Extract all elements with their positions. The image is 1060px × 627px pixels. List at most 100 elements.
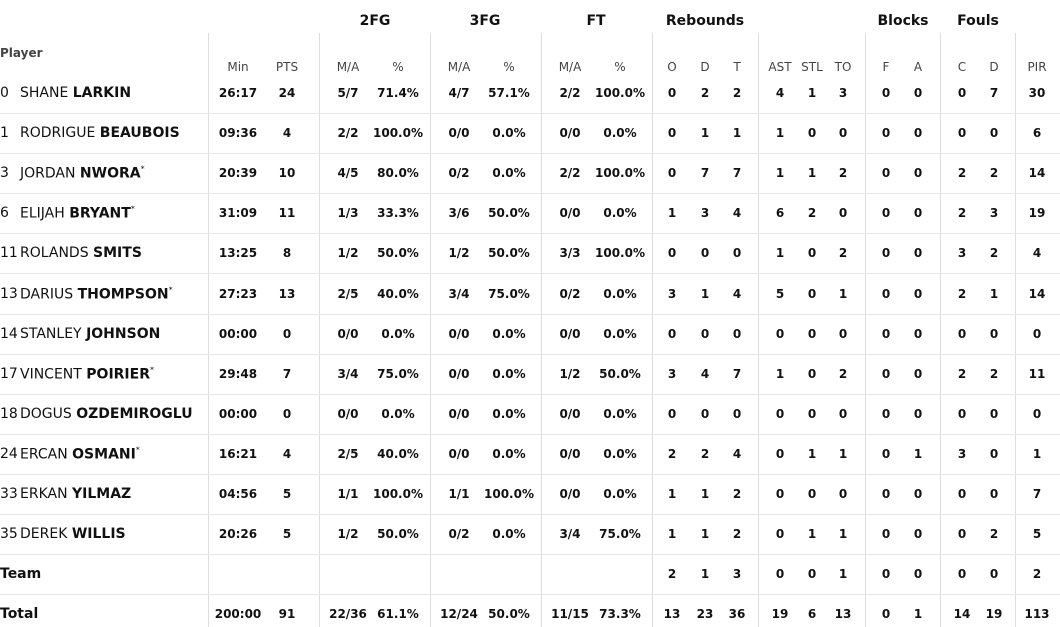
stat-cell: 0 — [957, 406, 967, 421]
stat-cell: 50.0% — [377, 246, 419, 261]
stat-cell: 0 — [732, 246, 742, 261]
column-header: M/A — [336, 60, 360, 74]
stat-cell: 0.0% — [492, 166, 526, 181]
stat-cell: 1 — [838, 567, 848, 582]
column-header: % — [614, 60, 626, 74]
stat-cell: 2/2 — [559, 86, 581, 100]
stat-cell: 73.3% — [599, 607, 641, 622]
stat-cell: 1 — [913, 607, 923, 622]
player-number: 0 — [0, 85, 9, 101]
stat-cell: 57.1% — [488, 86, 530, 100]
stat-cell: 6 — [775, 206, 785, 221]
stat-cell: 2 — [838, 166, 848, 181]
stat-cell: 0 — [881, 527, 891, 542]
stat-cell: 0 — [667, 246, 677, 261]
stat-cell: 0 — [775, 487, 785, 501]
column-header: % — [392, 60, 404, 74]
stat-cell: 0 — [807, 366, 817, 381]
group-header: Rebounds — [665, 13, 745, 29]
stat-cell: 3 — [667, 366, 677, 381]
stat-cell: 0.0% — [492, 366, 526, 381]
stat-cell: 0 — [913, 487, 923, 501]
stat-cell: 2 — [838, 366, 848, 381]
player-name: STANLEY JOHNSON — [20, 326, 160, 342]
stat-cell: 0 — [838, 406, 848, 421]
stat-cell: 0 — [881, 246, 891, 261]
stat-cell: 19 — [985, 607, 1003, 622]
stat-cell: 0 — [913, 86, 923, 100]
stat-cell: 1 — [775, 246, 785, 261]
stat-cell: 0.0% — [381, 406, 415, 421]
stat-cell: 19 — [771, 607, 789, 622]
stat-cell: 1 — [913, 446, 923, 461]
stat-cell: 2 — [1032, 567, 1042, 582]
stat-cell: 2 — [700, 86, 710, 100]
stat-cell: 2 — [807, 206, 817, 221]
stat-cell: 1/1 — [448, 487, 470, 501]
player-header: Player — [0, 46, 43, 60]
stat-cell: 2 — [957, 286, 967, 301]
stat-cell: 2 — [732, 86, 742, 100]
stat-cell: 0.0% — [603, 406, 637, 421]
stat-cell: 0 — [989, 126, 999, 141]
starter-marker: * — [135, 445, 140, 455]
stat-cell: 100.0% — [484, 487, 534, 501]
stat-cell: 4 — [732, 206, 742, 221]
stat-cell: 0 — [838, 487, 848, 501]
starter-marker: * — [130, 204, 135, 214]
stat-cell: 0 — [881, 446, 891, 461]
column-separator — [319, 33, 320, 627]
stat-cell: 0.0% — [492, 406, 526, 421]
row-separator — [0, 433, 1060, 435]
stat-cell: 0/0 — [448, 326, 470, 341]
stat-cell: 100.0% — [373, 126, 423, 141]
first-name: JORDAN — [20, 165, 76, 182]
row-label: Team — [0, 566, 42, 583]
stat-cell: 4 — [732, 446, 742, 461]
stat-cell: 00:00 — [218, 326, 258, 341]
first-name: DEREK — [20, 526, 68, 543]
stat-cell: 0 — [881, 567, 891, 582]
stat-cell: 13 — [278, 286, 296, 301]
stat-cell: 3 — [957, 246, 967, 261]
stat-cell: 1 — [1032, 446, 1042, 461]
stat-cell: 1/3 — [337, 206, 359, 221]
stat-cell: 0/0 — [559, 446, 581, 461]
stat-cell: 113 — [1024, 607, 1050, 622]
stat-cell: 2 — [667, 567, 677, 582]
stat-cell: 0 — [989, 567, 999, 582]
player-number: 35 — [0, 526, 18, 543]
player-name: ERKAN YILMAZ — [20, 486, 131, 502]
column-separator — [652, 33, 653, 627]
stat-cell: 24 — [278, 86, 296, 100]
stat-cell: 0 — [838, 126, 848, 141]
row-separator — [0, 514, 1060, 515]
stat-cell: 09:36 — [218, 126, 258, 141]
stat-cell: 0 — [700, 246, 710, 261]
column-separator — [541, 33, 542, 627]
player-name: ROLANDS SMITS — [20, 245, 142, 261]
stat-cell: 0 — [881, 126, 891, 141]
stat-cell: 50.0% — [377, 527, 419, 542]
stat-cell: 200:00 — [214, 607, 262, 622]
stat-cell: 0/0 — [448, 446, 470, 461]
column-header: STL — [801, 60, 823, 74]
stat-cell: 29:48 — [218, 366, 258, 381]
player-name: ELIJAH BRYANT* — [20, 205, 135, 222]
stat-cell: 4/5 — [337, 166, 359, 181]
row-separator — [0, 233, 1060, 235]
first-name: ERCAN — [20, 446, 68, 463]
player-number: 18 — [0, 405, 18, 422]
group-header: 2FG — [359, 13, 391, 29]
stat-cell: 3 — [838, 86, 848, 100]
stat-cell: 40.0% — [377, 286, 419, 301]
stat-cell: 3 — [700, 206, 710, 221]
stat-cell: 7 — [1032, 487, 1042, 501]
stat-cell: 0 — [807, 126, 817, 141]
stat-cell: 19 — [1028, 206, 1046, 221]
stat-cell: 75.0% — [488, 286, 530, 301]
stat-cell: 0.0% — [603, 446, 637, 461]
last-name: JOHNSON — [86, 325, 161, 342]
stat-cell: 1 — [807, 527, 817, 542]
stat-cell: 0.0% — [492, 326, 526, 341]
